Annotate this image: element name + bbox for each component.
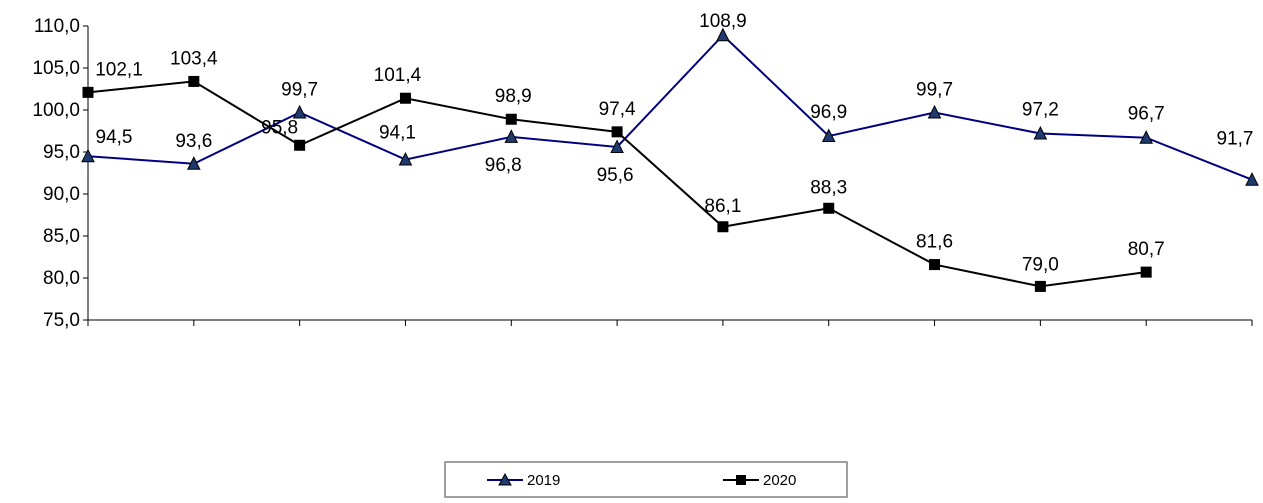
- legend-marker: [498, 472, 512, 486]
- legend-marker: [736, 475, 746, 485]
- marker-2020: [717, 221, 729, 233]
- y-tick-label: 75,0: [43, 310, 80, 331]
- series-lines: [87, 33, 1253, 288]
- marker-2020: [611, 126, 623, 138]
- data-label-2019: 96,9: [810, 102, 847, 123]
- data-label-2020: 86,1: [704, 196, 741, 217]
- marker-2019: [1245, 172, 1259, 186]
- data-label-2019: 99,7: [281, 80, 318, 101]
- data-labels: 94,5 93,6 99,7 94,1 96,8 95,6 108,9 96,9 99,7 97,…: [95, 11, 1253, 275]
- marker-2019: [927, 104, 942, 119]
- marker-2019: [1033, 125, 1048, 140]
- marker-2019: [187, 156, 201, 170]
- data-label-2020: 95,8: [261, 117, 298, 138]
- marker-2020: [1140, 266, 1152, 278]
- marker-2019: [821, 128, 836, 143]
- series-line-2019: [87, 33, 1253, 181]
- data-label-2020: 79,0: [1022, 254, 1059, 275]
- marker-2020: [1034, 280, 1046, 292]
- y-tick-label: 110,0: [34, 16, 80, 37]
- marker-2020: [294, 139, 306, 151]
- marker-2020: [929, 259, 941, 271]
- marker-2020: [505, 113, 517, 125]
- marker-2020: [823, 202, 835, 214]
- marker-2019: [504, 129, 519, 143]
- legend-label: 2019: [527, 472, 560, 489]
- data-label-2020: 97,4: [599, 99, 636, 120]
- marker-2019: [610, 139, 624, 153]
- data-label-2019: 95,6: [597, 165, 634, 186]
- marker-2019: [81, 148, 95, 163]
- legend-label: 2020: [763, 472, 796, 489]
- data-label-2019: 108,9: [699, 11, 747, 32]
- data-label-2020: 101,4: [374, 65, 422, 86]
- y-tick-label: 90,0: [43, 184, 80, 205]
- y-tick-label: 85,0: [43, 226, 80, 247]
- marker-2019: [398, 151, 413, 166]
- data-label-2020: 103,4: [170, 48, 218, 69]
- data-label-2019: 94,5: [96, 127, 133, 148]
- series-markers: [81, 27, 1259, 292]
- data-label-2019: 91,7: [1217, 129, 1254, 150]
- data-label-2019: 96,8: [485, 155, 522, 176]
- data-label-2019: 99,7: [916, 80, 953, 101]
- y-tick-label: 100,0: [32, 100, 80, 121]
- marker-2020: [82, 86, 94, 98]
- legend: 2019 2020: [444, 461, 848, 498]
- data-label-2019: 94,1: [379, 123, 416, 144]
- y-tick-label: 80,0: [43, 268, 80, 289]
- y-tick-label: 95,0: [43, 142, 80, 163]
- marker-2020: [399, 92, 411, 104]
- data-label-2020: 102,1: [95, 59, 143, 80]
- data-label-2019: 93,6: [175, 131, 212, 152]
- data-label-2019: 97,2: [1022, 100, 1059, 121]
- marker-2019: [716, 27, 730, 42]
- y-tick-label: 105,0: [32, 58, 80, 79]
- axes: 75,0 80,0 85,0 90,0 95,0 100,0 105,0 110,0: [32, 16, 1253, 331]
- data-label-2019: 96,7: [1128, 104, 1165, 125]
- data-label-2020: 88,3: [810, 177, 847, 198]
- marker-2019: [1139, 130, 1153, 144]
- marker-2019: [292, 104, 307, 119]
- marker-2020: [188, 75, 200, 87]
- data-label-2020: 98,9: [495, 86, 532, 107]
- data-label-2020: 81,6: [916, 232, 953, 253]
- data-label-2020: 80,7: [1128, 239, 1165, 260]
